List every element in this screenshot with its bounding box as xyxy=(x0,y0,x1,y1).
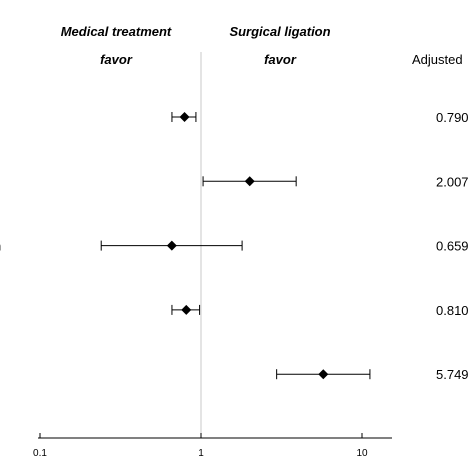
right-header-line2: favor xyxy=(264,52,297,67)
forest-rows: 0.790 2.007 0.659 n 0.810 5.749 xyxy=(0,110,469,382)
estimate-point xyxy=(166,240,177,251)
left-header-line2: favor xyxy=(100,52,133,67)
estimate-point xyxy=(181,304,192,315)
forest-row: 0.810 xyxy=(171,303,469,318)
estimate-point xyxy=(318,369,329,380)
row-label: n xyxy=(0,239,1,254)
adjusted-value: 0.810 xyxy=(436,303,469,318)
adjusted-value: 5.749 xyxy=(436,367,469,382)
left-header-line1: Medical treatment xyxy=(61,24,172,39)
x-tick-label: 1 xyxy=(198,448,204,459)
forest-row: 0.790 xyxy=(171,110,469,125)
forest-row: 2.007 xyxy=(202,174,469,189)
right-header-line1: Surgical ligation xyxy=(229,24,330,39)
forest-row: 5.749 xyxy=(276,367,469,382)
value-column-header: Adjusted xyxy=(412,52,463,67)
adjusted-value: 0.790 xyxy=(436,110,469,125)
x-tick-label: 10 xyxy=(356,448,368,459)
adjusted-value: 0.659 xyxy=(436,239,469,254)
x-tick-label: 0.1 xyxy=(33,448,47,459)
estimate-point xyxy=(179,112,190,122)
forest-row: 0.659 n xyxy=(0,239,469,254)
x-axis-ticks: 0.1 1 10 xyxy=(33,433,368,459)
adjusted-value: 2.007 xyxy=(436,174,469,189)
estimate-point xyxy=(244,176,255,187)
